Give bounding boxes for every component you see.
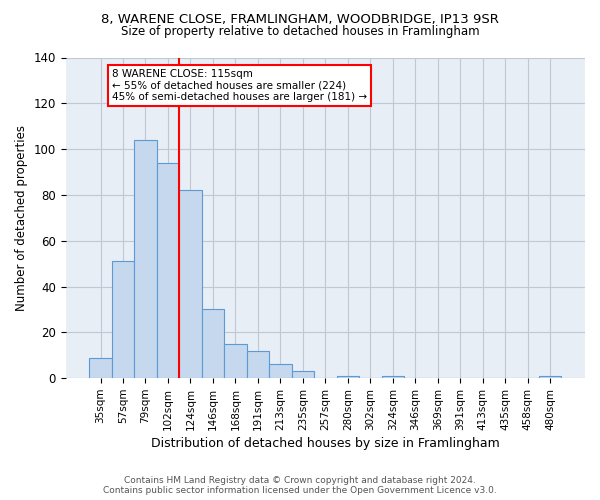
Bar — [157, 163, 179, 378]
Bar — [179, 190, 202, 378]
Bar — [247, 350, 269, 378]
X-axis label: Distribution of detached houses by size in Framlingham: Distribution of detached houses by size … — [151, 437, 500, 450]
Bar — [269, 364, 292, 378]
Text: 8 WARENE CLOSE: 115sqm
← 55% of detached houses are smaller (224)
45% of semi-de: 8 WARENE CLOSE: 115sqm ← 55% of detached… — [112, 69, 367, 102]
Bar — [224, 344, 247, 378]
Bar — [539, 376, 562, 378]
Bar — [337, 376, 359, 378]
Text: Contains HM Land Registry data © Crown copyright and database right 2024.
Contai: Contains HM Land Registry data © Crown c… — [103, 476, 497, 495]
Y-axis label: Number of detached properties: Number of detached properties — [15, 125, 28, 311]
Text: 8, WARENE CLOSE, FRAMLINGHAM, WOODBRIDGE, IP13 9SR: 8, WARENE CLOSE, FRAMLINGHAM, WOODBRIDGE… — [101, 12, 499, 26]
Bar — [382, 376, 404, 378]
Bar — [202, 310, 224, 378]
Bar — [112, 262, 134, 378]
Bar — [134, 140, 157, 378]
Bar — [89, 358, 112, 378]
Bar — [292, 372, 314, 378]
Text: Size of property relative to detached houses in Framlingham: Size of property relative to detached ho… — [121, 25, 479, 38]
